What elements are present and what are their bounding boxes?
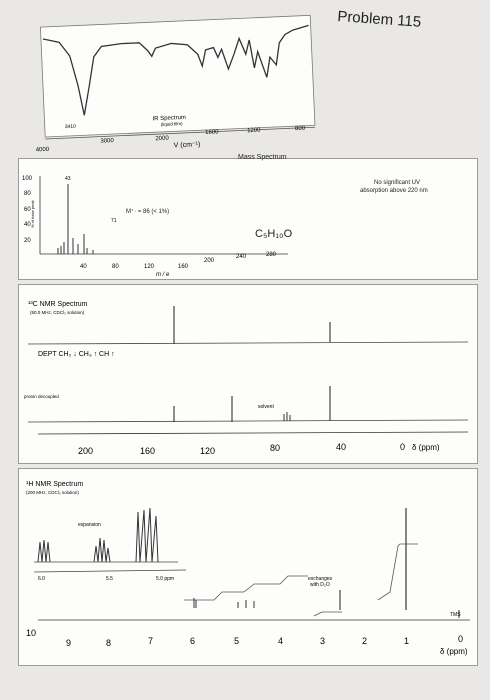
hnmr-axis-unit: δ (ppm) (440, 647, 468, 656)
cnmr-dept-label: DEPT CH₂ ↓ CH₃ ↑ CH ↑ (38, 351, 115, 358)
problem-title: Problem 115 (336, 8, 422, 31)
ir-spectrum: 4000 3000 2000 1600 1200 800 3410 IR Spe… (20, 5, 326, 158)
ir-tick-2000: 2000 (155, 136, 169, 143)
hnmr-title: ¹H NMR Spectrum (26, 481, 83, 488)
cnmr-tick-120: 120 (200, 446, 215, 456)
mass-spectrum-panel (18, 158, 478, 280)
ms-x-tick-280: 280 (266, 252, 277, 258)
cnmr-tick-80: 80 (270, 443, 280, 453)
cnmr-subtitle: (50.0 MHz, CDCl₃ solution) (30, 310, 85, 315)
ms-x-tick-40: 40 (80, 264, 87, 270)
hnmr-tick-2: 2 (362, 636, 367, 646)
hnmr-exchanges-line1: exchanges (308, 576, 333, 582)
cnmr-tick-160: 160 (140, 446, 155, 456)
ms-y-tick-80: 80 (24, 191, 31, 197)
cnmr-axis-unit: δ (ppm) (412, 443, 440, 452)
ir-subtitle: (liquid film) (161, 121, 183, 127)
hnmr-panel (18, 468, 478, 666)
cnmr-plot: ¹³C NMR Spectrum (50.0 MHz, CDCl₃ soluti… (24, 301, 469, 456)
ms-x-tick-200: 200 (204, 258, 215, 264)
hnmr-tms-label: TMS (450, 612, 461, 618)
hnmr-subtitle: (200 MHz, CDCl₃ solution) (26, 490, 79, 495)
ms-y-tick-60: 60 (24, 207, 31, 213)
cnmr-tick-40: 40 (336, 442, 346, 452)
cnmr-tick-200: 200 (78, 446, 93, 456)
hnmr-tick-6: 6 (190, 636, 195, 646)
ir-tick-1600: 1600 (205, 129, 219, 136)
hnmr-exchanges-line2: with D₂O (310, 582, 330, 588)
cnmr-title: ¹³C NMR Spectrum (28, 301, 88, 308)
cnmr-tick-0: 0 (400, 442, 405, 452)
uv-note-line2: absorption above 220 nm (360, 188, 428, 194)
ms-x-axis-label: m / e (156, 272, 170, 278)
ms-y-tick-20: 20 (24, 238, 31, 244)
ir-tick-3000: 3000 (100, 138, 114, 145)
ms-x-tick-240: 240 (236, 254, 247, 260)
mass-spectrum-title: Mass Spectrum (238, 154, 287, 161)
ir-spectrum-plot: 4000 3000 2000 1600 1200 800 3410 IR Spe… (36, 14, 316, 154)
hnmr-inset-tick-6.0: 6.0 (38, 576, 45, 582)
ms-x-tick-80: 80 (112, 264, 119, 270)
hnmr-plot: ¹H NMR Spectrum (200 MHz, CDCl₃ solution… (26, 481, 470, 656)
hnmr-tick-0: 0 (458, 634, 463, 644)
hnmr-tick-7: 7 (148, 636, 153, 646)
uv-note-line1: No significant UV (374, 180, 421, 186)
hnmr-tick-8: 8 (106, 638, 111, 648)
molecular-formula: C₅H₁₀O (255, 228, 293, 240)
hnmr-inset-tick-5.0: 5.0 ppm (156, 576, 174, 582)
hnmr-expansion-label: expansion (78, 522, 101, 528)
ir-annotation-3410: 3410 (65, 124, 77, 130)
ms-y-tick-100: 100 (22, 176, 33, 182)
hnmr-tick-1: 1 (404, 636, 409, 646)
ir-tick-4000: 4000 (36, 147, 50, 154)
cnmr-proton-decoupled-label: proton decoupled (24, 394, 59, 399)
hnmr-tick-4: 4 (278, 636, 283, 646)
ms-x-tick-120: 120 (144, 264, 155, 270)
ms-y-tick-40: 40 (24, 222, 31, 228)
ir-title: IR Spectrum (152, 115, 186, 122)
ir-axis-label: V (cm⁻¹) (174, 141, 201, 149)
hnmr-inset-tick-5.5: 5.5 (106, 576, 113, 582)
molecular-ion-label: M⁺· = 86 (< 1%) (126, 209, 170, 215)
hnmr-tick-9: 9 (66, 638, 71, 648)
hnmr-tick-5: 5 (234, 636, 239, 646)
ms-peak-label-43: 43 (65, 176, 71, 182)
cnmr-solvent-label: solvent (258, 404, 274, 410)
mass-spectrum-plot: 100 80 60 40 20 % of base peak 43 71 40 … (22, 176, 288, 278)
ms-peak-label-71: 71 (111, 218, 117, 224)
ms-y-axis-label: % of base peak (30, 200, 35, 228)
ms-x-tick-160: 160 (178, 264, 189, 270)
hnmr-tick-10: 10 (26, 628, 36, 638)
ir-tick-800: 800 (295, 126, 306, 132)
hnmr-tick-3: 3 (320, 636, 325, 646)
ir-tick-1200: 1200 (247, 128, 261, 135)
